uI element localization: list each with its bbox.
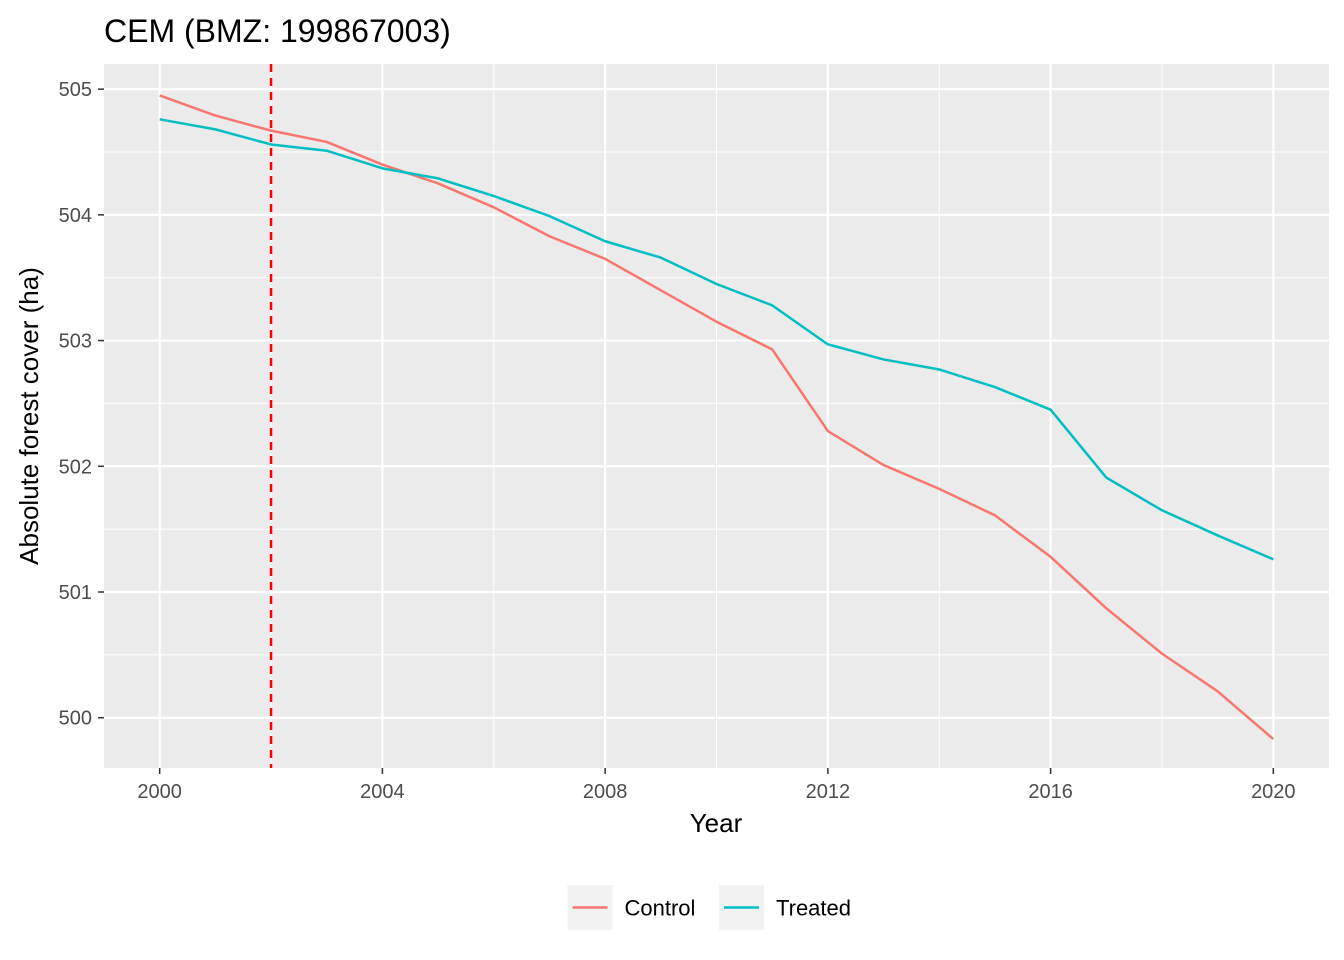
series-line-treated: [159, 118, 1274, 561]
x-axis-title: Year: [690, 808, 743, 838]
y-tick-label: 504: [59, 205, 92, 227]
y-tick-label: 500: [59, 708, 92, 730]
x-tick-label: 2016: [1028, 781, 1073, 803]
y-tick-label: 501: [59, 582, 92, 604]
axes: 2000 2004 2008 2012 2016 2020 500 501 502 503 504 5…: [59, 79, 1296, 803]
x-tick-label: 2012: [806, 781, 851, 803]
y-tick-label: 502: [59, 456, 92, 478]
legend-label: Control: [625, 896, 696, 921]
legend: Control Treated: [567, 885, 851, 930]
y-tick-label: 503: [59, 331, 92, 353]
legend-item-control: Control: [567, 885, 696, 930]
x-tick-label: 2004: [360, 781, 405, 803]
grid-lines: [104, 64, 1329, 768]
series-line-control: [159, 94, 1275, 741]
x-tick-label: 2008: [583, 781, 628, 803]
y-axis-title: Absolute forest cover (ha): [14, 267, 44, 565]
legend-label: Treated: [776, 896, 851, 921]
chart-title: CEM (BMZ: 199867003): [104, 13, 451, 49]
x-tick-label: 2000: [137, 781, 182, 803]
series-lines: [159, 64, 1275, 768]
legend-item-treated: Treated: [719, 885, 851, 930]
x-tick-label: 2020: [1251, 781, 1296, 803]
y-tick-label: 505: [59, 79, 92, 101]
